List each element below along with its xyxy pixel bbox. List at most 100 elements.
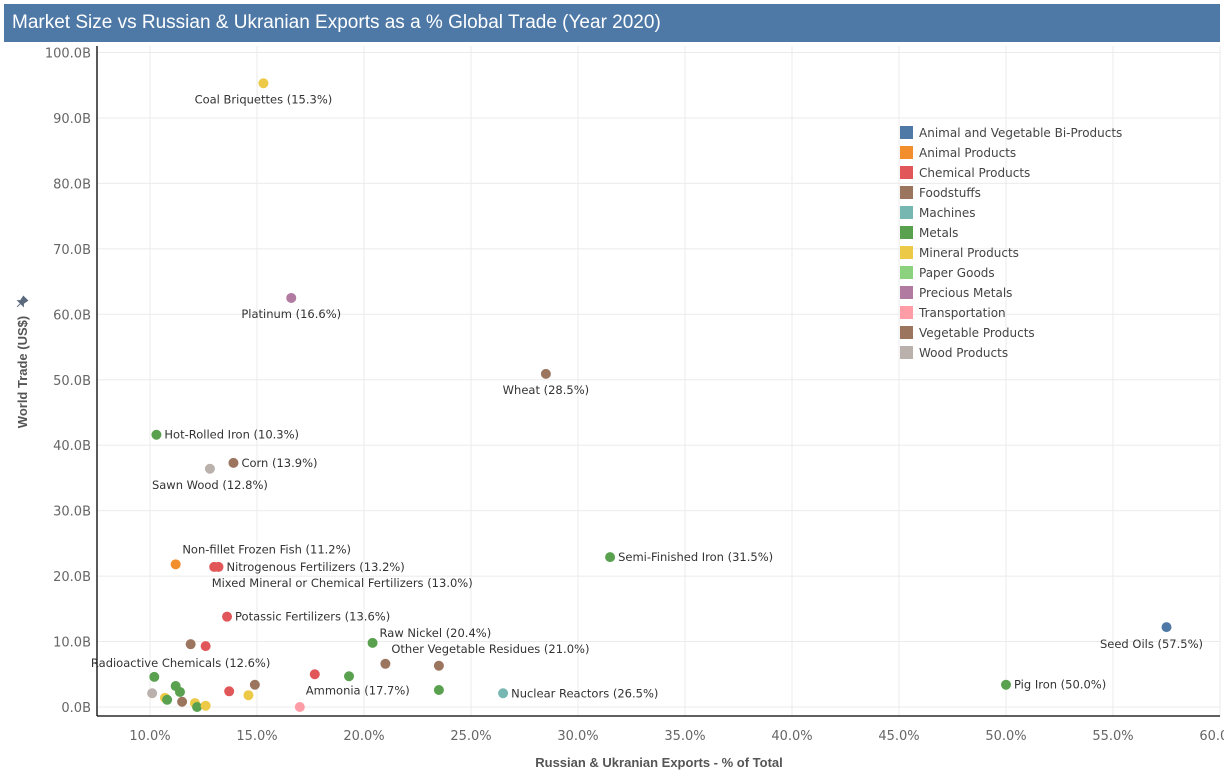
legend-label[interactable]: Vegetable Products xyxy=(919,326,1035,340)
x-tick-label: 15.0% xyxy=(236,729,277,744)
data-point[interactable] xyxy=(222,611,233,622)
title-bar: Market Size vs Russian & Ukranian Export… xyxy=(4,4,1220,42)
data-point[interactable] xyxy=(344,671,355,682)
point-label: Radioactive Chemicals (12.6%) xyxy=(91,656,270,670)
x-tick-label: 10.0% xyxy=(129,729,170,744)
x-tick-label: 30.0% xyxy=(557,729,598,744)
data-point[interactable] xyxy=(147,688,158,699)
point-label: Mixed Mineral or Chemical Fertilizers (1… xyxy=(212,576,473,590)
y-tick-label: 70.0B xyxy=(53,243,91,258)
y-tick-label: 90.0B xyxy=(53,112,91,127)
data-point[interactable] xyxy=(162,694,173,705)
data-point[interactable] xyxy=(380,658,391,669)
legend-label[interactable]: Animal Products xyxy=(919,146,1016,160)
y-tick-label: 40.0B xyxy=(53,439,91,454)
point-label: Coal Briquettes (15.3%) xyxy=(195,92,333,106)
data-point[interactable] xyxy=(540,368,551,379)
legend-swatch[interactable] xyxy=(900,266,913,279)
x-tick-label: 50.0% xyxy=(985,729,1026,744)
point-label: Sawn Wood (12.8%) xyxy=(152,478,268,492)
x-tick-label: 55.0% xyxy=(1092,729,1133,744)
data-point[interactable] xyxy=(192,702,203,712)
x-axis-title: Russian & Ukranian Exports - % of Total xyxy=(535,755,783,770)
data-point[interactable] xyxy=(200,700,211,711)
y-tick-label: 80.0B xyxy=(53,177,91,192)
legend-swatch[interactable] xyxy=(900,246,913,259)
data-point[interactable] xyxy=(1161,622,1172,633)
point-label: Ammonia (17.7%) xyxy=(306,683,410,697)
data-point[interactable] xyxy=(498,688,509,699)
x-tick-label: 45.0% xyxy=(878,729,919,744)
legend-label[interactable]: Chemical Products xyxy=(919,166,1030,180)
legend-swatch[interactable] xyxy=(900,206,913,219)
x-tick-label: 20.0% xyxy=(343,729,384,744)
point-label: Corn (13.9%) xyxy=(241,456,317,470)
legend-swatch[interactable] xyxy=(900,186,913,199)
point-label: Platinum (16.6%) xyxy=(241,307,341,321)
legend-label[interactable]: Animal and Vegetable Bi-Products xyxy=(919,126,1122,140)
data-point[interactable] xyxy=(213,561,224,572)
legend-label[interactable]: Machines xyxy=(919,206,975,220)
legend-label[interactable]: Foodstuffs xyxy=(919,186,981,200)
data-point[interactable] xyxy=(309,669,320,680)
point-label: Semi-Finished Iron (31.5%) xyxy=(618,550,773,564)
data-point[interactable] xyxy=(294,702,305,712)
legend-label[interactable]: Mineral Products xyxy=(919,246,1019,260)
legend-swatch[interactable] xyxy=(900,166,913,179)
data-point[interactable] xyxy=(243,690,254,701)
x-tick-label: 40.0% xyxy=(771,729,812,744)
y-tick-label: 10.0B xyxy=(53,636,91,651)
legend-label[interactable]: Wood Products xyxy=(919,346,1008,360)
point-label: Non-fillet Frozen Fish (11.2%) xyxy=(182,542,351,556)
data-point[interactable] xyxy=(170,559,181,570)
x-tick-label: 60.0% xyxy=(1199,729,1224,744)
pin-icon[interactable] xyxy=(14,295,29,310)
data-point[interactable] xyxy=(174,686,185,697)
point-label: Raw Nickel (20.4%) xyxy=(380,626,492,640)
data-point[interactable] xyxy=(228,457,239,468)
legend-label[interactable]: Metals xyxy=(919,226,958,240)
point-label: Other Vegetable Residues (21.0%) xyxy=(391,642,589,656)
legend-label[interactable]: Transportation xyxy=(918,306,1006,320)
data-point[interactable] xyxy=(258,78,269,89)
data-point[interactable] xyxy=(177,696,188,707)
data-point[interactable] xyxy=(204,463,215,474)
y-tick-label: 20.0B xyxy=(53,570,91,585)
point-label: Nuclear Reactors (26.5%) xyxy=(511,686,658,700)
legend-swatch[interactable] xyxy=(900,346,913,359)
point-label: Nitrogenous Fertilizers (13.2%) xyxy=(226,560,404,574)
legend-swatch[interactable] xyxy=(900,326,913,339)
legend-label[interactable]: Paper Goods xyxy=(919,266,995,280)
y-tick-label: 100.0B xyxy=(45,47,91,62)
y-tick-label: 50.0B xyxy=(53,374,91,389)
data-point[interactable] xyxy=(605,552,616,563)
point-label: Potassic Fertilizers (13.6%) xyxy=(235,610,390,624)
data-point[interactable] xyxy=(286,292,297,303)
data-point[interactable] xyxy=(433,660,444,671)
legend-swatch[interactable] xyxy=(900,146,913,159)
data-point[interactable] xyxy=(433,684,444,695)
data-point[interactable] xyxy=(185,639,196,650)
point-label: Wheat (28.5%) xyxy=(503,383,589,397)
axes: 10.0% 15.0% 20.0% 25.0% 30.0% 35.0% 40.0% 45.0%… xyxy=(45,46,1224,744)
data-point[interactable] xyxy=(249,679,260,690)
legend-swatch[interactable] xyxy=(900,226,913,239)
data-point[interactable] xyxy=(224,686,235,697)
legend-swatch[interactable] xyxy=(900,126,913,139)
point-label: Seed Oils (57.5%) xyxy=(1100,637,1203,651)
data-point[interactable] xyxy=(200,641,211,652)
legend-swatch[interactable] xyxy=(900,306,913,319)
data-points: Coal Briquettes (15.3%) Platinum (16.6%) W… xyxy=(91,78,1203,712)
gridlines xyxy=(97,46,1221,716)
point-label: Hot-Rolled Iron (10.3%) xyxy=(164,428,299,442)
data-point[interactable] xyxy=(367,637,378,648)
legend-label[interactable]: Precious Metals xyxy=(919,286,1012,300)
point-label: Pig Iron (50.0%) xyxy=(1014,678,1106,692)
data-point[interactable] xyxy=(151,429,162,440)
data-point[interactable] xyxy=(149,671,160,682)
x-tick-label: 35.0% xyxy=(664,729,705,744)
y-tick-label: 30.0B xyxy=(53,505,91,520)
legend-swatch[interactable] xyxy=(900,286,913,299)
data-point[interactable] xyxy=(1001,679,1011,690)
